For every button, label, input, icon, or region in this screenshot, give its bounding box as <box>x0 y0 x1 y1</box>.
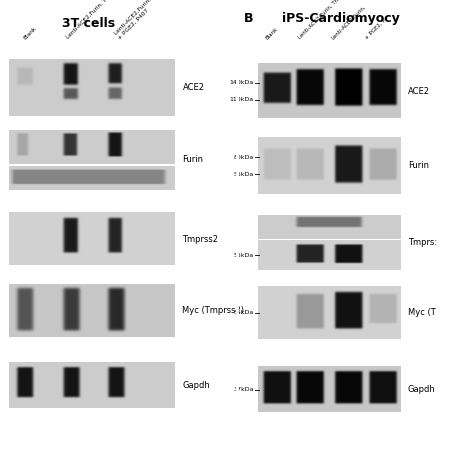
Text: 80kDa: 80kDa <box>233 155 254 160</box>
Text: 140kDa: 140kDa <box>229 80 254 85</box>
Text: 110kDa: 110kDa <box>229 97 254 102</box>
Text: Furin: Furin <box>182 155 203 164</box>
Text: Lenti-ACE2,Furin, Tmprss2: Lenti-ACE2,Furin, Tmprss2 <box>65 0 123 40</box>
Text: 55kDa: 55kDa <box>233 310 254 315</box>
Text: Gapdh: Gapdh <box>408 385 436 394</box>
Text: Myc (Tmprss2): Myc (Tmprss2) <box>182 306 245 315</box>
Text: Blank: Blank <box>264 26 279 40</box>
Text: 3T cells: 3T cells <box>62 17 115 29</box>
Text: B: B <box>244 12 254 25</box>
Text: Lenti-ACE2,Furin,: Lenti-ACE2,Furin, <box>331 4 367 40</box>
Text: Lenti-ACE2,Furin, Tmprss2
+ PGE2, P407: Lenti-ACE2,Furin, Tmprss2 + PGE2, P407 <box>113 0 175 40</box>
Text: Furin: Furin <box>408 162 428 170</box>
Text: ACE2: ACE2 <box>182 83 204 92</box>
Text: Gapdh: Gapdh <box>182 381 210 390</box>
Text: Myc (T: Myc (T <box>408 309 436 317</box>
Text: 37kDa: 37kDa <box>233 387 254 392</box>
Text: + PGE2, P: + PGE2, P <box>364 17 387 40</box>
Text: Lenti-ACE2,Furin, Tmp: Lenti-ACE2,Furin, Tmp <box>298 0 344 40</box>
Text: 55kDa: 55kDa <box>233 253 254 258</box>
Text: 55kDa: 55kDa <box>233 172 254 177</box>
Text: ACE2: ACE2 <box>408 87 429 96</box>
Text: Tmprss2: Tmprss2 <box>182 235 219 244</box>
Text: Blank: Blank <box>23 25 37 40</box>
Text: Tmprs:: Tmprs: <box>408 238 437 247</box>
Text: iPS-Cardiomyocy: iPS-Cardiomyocy <box>283 12 400 25</box>
